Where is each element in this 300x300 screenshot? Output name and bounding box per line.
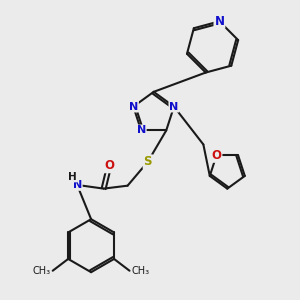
Text: N: N [129,102,138,112]
Text: H: H [68,172,77,182]
Text: O: O [212,149,221,162]
Text: N: N [73,180,82,190]
Text: S: S [144,155,152,168]
Text: CH₃: CH₃ [33,266,51,276]
Text: CH₃: CH₃ [131,266,149,276]
Text: O: O [104,159,114,172]
Text: N: N [169,102,178,112]
Text: N: N [214,15,224,28]
Text: N: N [136,125,146,136]
